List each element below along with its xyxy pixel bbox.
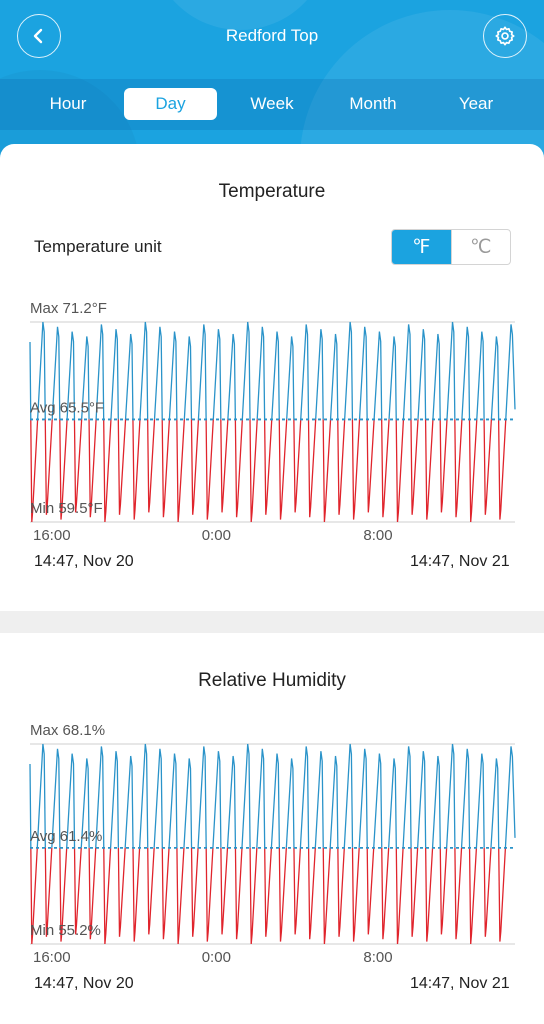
gear-icon (495, 26, 515, 46)
page-title: Redford Top (225, 26, 319, 45)
back-button[interactable] (17, 14, 61, 58)
temperature-end-label: 14:47, Nov 21 (410, 553, 510, 570)
temperature-title: Temperature (218, 181, 326, 202)
humidity-start-label: 14:47, Nov 20 (34, 975, 134, 992)
settings-button[interactable] (483, 14, 527, 58)
period-tabs: Hour Day Week Month Year (0, 79, 544, 130)
app-header: Redford Top Hour Day Week Month Year (0, 0, 544, 160)
avg-label: Avg 65.5°F (30, 399, 104, 416)
humidity-end-label: 14:47, Nov 21 (410, 975, 510, 992)
x-tick-label: 16:00 (33, 527, 71, 544)
min-label: Min 59.5°F (30, 500, 103, 517)
unit-fahrenheit-button[interactable]: ℉ (392, 230, 451, 264)
unit-celsius-button[interactable]: ℃ (450, 230, 511, 264)
max-label: Max 71.2°F (30, 300, 107, 317)
temperature-card (0, 144, 544, 611)
tab-hour[interactable]: Hour (49, 94, 87, 113)
temperature-unit-label: Temperature unit (34, 237, 162, 256)
x-tick-label: 8:00 (363, 949, 392, 966)
max-label: Max 68.1% (30, 722, 105, 739)
x-tick-label: 0:00 (202, 949, 231, 966)
tab-week[interactable]: Week (250, 94, 294, 113)
section-divider (0, 611, 544, 633)
tab-month[interactable]: Month (349, 94, 397, 113)
series-line-below-avg (30, 419, 507, 523)
temperature-unit-toggle: ℉ ℃ (391, 229, 511, 265)
x-tick-label: 0:00 (202, 527, 231, 544)
humidity-chart: Max 68.1% Avg 61.4% Min 55.2% 16:00 0:00 8:00 (29, 722, 516, 966)
series-line-above-avg (29, 743, 516, 848)
humidity-title: Relative Humidity (198, 670, 346, 691)
chevron-left-icon (33, 28, 43, 44)
tab-year[interactable]: Year (458, 94, 494, 113)
series-line-above-avg (29, 321, 516, 420)
x-tick-label: 16:00 (33, 949, 71, 966)
x-tick-label: 8:00 (363, 527, 392, 544)
temperature-start-label: 14:47, Nov 20 (34, 553, 134, 570)
min-label: Min 55.2% (30, 922, 101, 939)
temperature-chart: Max 71.2°F Avg 65.5°F Min 59.5°F 16:00 0:00 8… (29, 300, 516, 544)
avg-label: Avg 61.4% (30, 828, 102, 845)
tab-day[interactable]: Day (124, 88, 217, 120)
series-line-below-avg (30, 847, 507, 945)
